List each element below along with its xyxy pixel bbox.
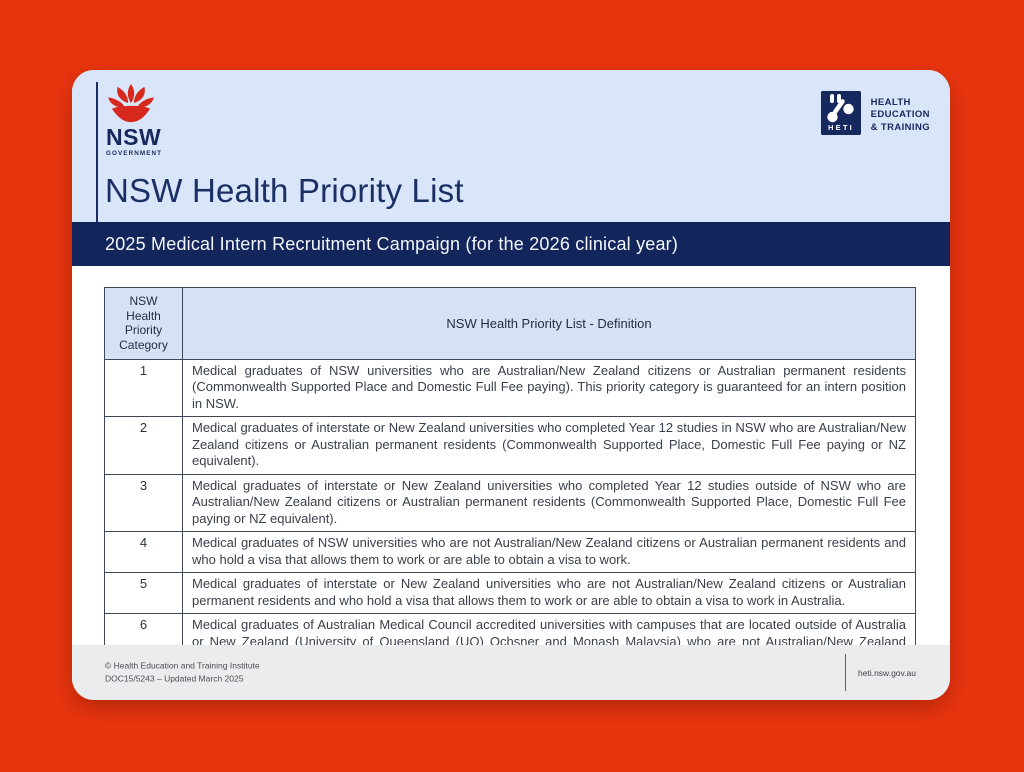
category-number: 1 (104, 358, 183, 417)
table-row: 4 Medical graduates of NSW universities … (104, 531, 916, 573)
heti-logo-icon: HETI (820, 91, 861, 135)
heti-logo: HETI HEALTH EDUCATION & TRAINING (820, 91, 930, 135)
footer-divider (845, 654, 846, 691)
header-accent-line (96, 82, 98, 222)
category-number: 3 (104, 473, 183, 532)
table-header-row: NSW Health Priority Category NSW Health … (104, 287, 916, 360)
svg-text:HETI: HETI (828, 123, 854, 132)
nsw-logo-wordmark: NSW (106, 124, 162, 150)
heti-website-link[interactable]: heti.nsw.gov.au (858, 667, 916, 678)
page-title: NSW Health Priority List (105, 172, 464, 209)
nsw-government-logo: NSW GOVERNMENT (106, 83, 162, 157)
category-number: 5 (104, 572, 183, 614)
main-content: NSW Health Priority Category NSW Health … (72, 266, 950, 688)
category-definition: Medical graduates of NSW universities wh… (182, 531, 916, 573)
footer-credits: © Health Education and Training Institut… (105, 659, 260, 686)
document-card: NSW GOVERNMENT HETI HEALTH EDUCATION & T… (72, 70, 950, 700)
header-band: NSW GOVERNMENT HETI HEALTH EDUCATION & T… (72, 70, 950, 222)
campaign-banner-text: 2025 Medical Intern Recruitment Campaign… (105, 233, 679, 254)
table-row: 2 Medical graduates of interstate or New… (104, 416, 916, 475)
category-definition: Medical graduates of NSW universities wh… (182, 358, 916, 417)
waratah-icon (106, 83, 162, 125)
table-row: 1 Medical graduates of NSW universities … (104, 358, 916, 417)
nsw-logo-subtext: GOVERNMENT (106, 150, 163, 157)
heti-caption-line: HEALTH (870, 97, 911, 108)
footer-copyright: © Health Education and Training Institut… (105, 659, 260, 670)
heti-logo-caption: HEALTH EDUCATION & TRAINING (871, 91, 930, 134)
category-number: 4 (104, 531, 183, 573)
footer: © Health Education and Training Institut… (72, 645, 950, 700)
footer-doc-reference: DOC15/5243 – Updated March 2025 (105, 673, 244, 684)
campaign-banner: 2025 Medical Intern Recruitment Campaign… (72, 222, 950, 266)
table-row: 5 Medical graduates of interstate or New… (104, 572, 916, 614)
column-header-category: NSW Health Priority Category (104, 287, 183, 360)
category-definition: Medical graduates of interstate or New Z… (182, 473, 916, 532)
category-definition: Medical graduates of interstate or New Z… (182, 572, 916, 614)
priority-table: NSW Health Priority Category NSW Health … (104, 287, 916, 688)
column-header-definition: NSW Health Priority List - Definition (182, 287, 916, 360)
category-definition: Medical graduates of interstate or New Z… (182, 416, 916, 475)
heti-caption-line: EDUCATION (870, 109, 930, 121)
table-row: 3 Medical graduates of interstate or New… (104, 473, 916, 532)
category-number: 2 (104, 416, 183, 475)
heti-caption-line: & TRAINING (870, 121, 930, 133)
